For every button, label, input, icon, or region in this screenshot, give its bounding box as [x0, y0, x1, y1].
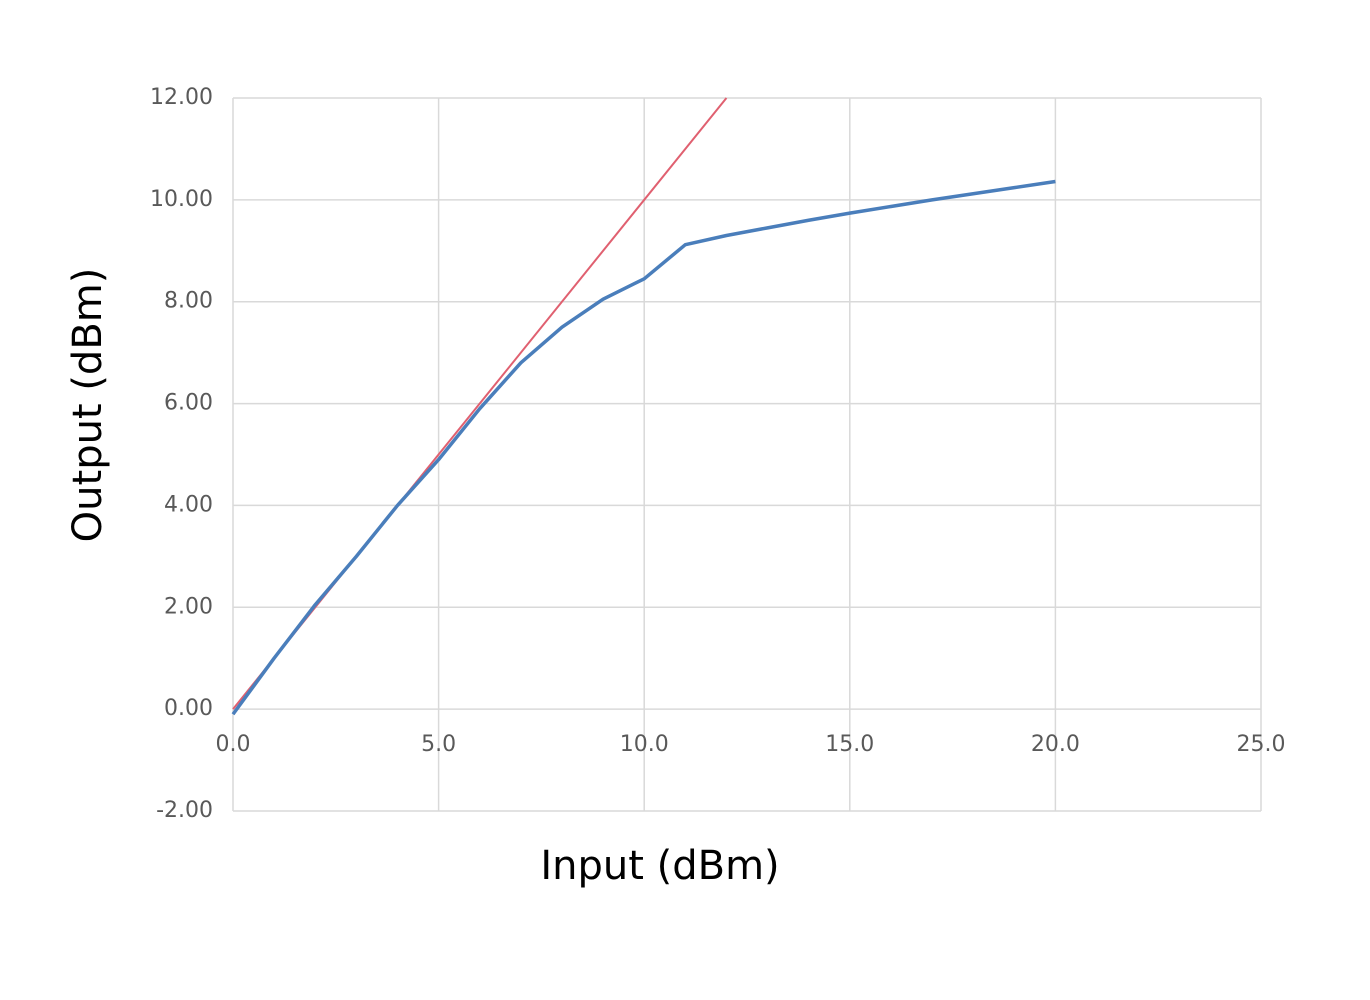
y-tick-label: 4.00: [164, 492, 213, 517]
y-tick-label: 12.00: [150, 85, 213, 110]
y-tick-label: 2.00: [164, 594, 213, 619]
y-tick-label: 10.00: [150, 187, 213, 212]
y-tick-label: 8.00: [164, 289, 213, 314]
x-tick-label: 15.0: [825, 732, 874, 757]
x-tick-label: 20.0: [1031, 732, 1080, 757]
x-tick-label: 5.0: [421, 732, 456, 757]
y-tick-label: 6.00: [164, 391, 213, 416]
x-tick-label: 10.0: [620, 732, 669, 757]
y-tick-label: 0.00: [164, 696, 213, 721]
x-tick-label: 0.0: [216, 732, 251, 757]
x-axis-title: Input (dBm): [540, 843, 779, 889]
y-tick-label: -2.00: [156, 798, 213, 823]
data-line: [231, 179, 1056, 716]
x-tick-label: 25.0: [1237, 732, 1286, 757]
y-axis-title: Output (dBm): [65, 268, 111, 543]
